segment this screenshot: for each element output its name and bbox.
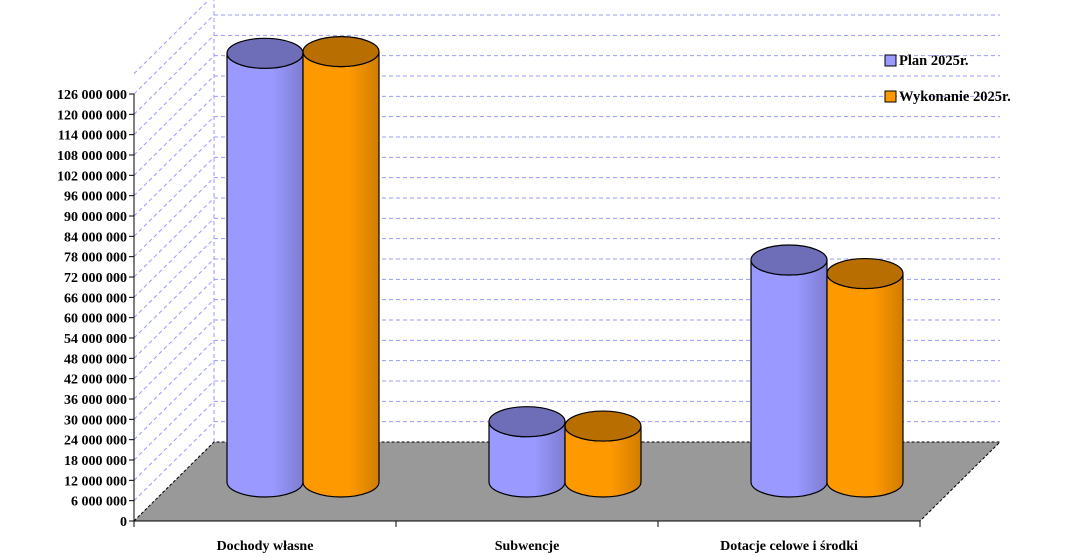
bar-top: [226, 37, 304, 69]
y-tick-label: 114 000 000: [58, 129, 127, 144]
legend-swatch: [884, 90, 897, 103]
gridline-side: [133, 55, 215, 136]
gridline-side: [133, 339, 215, 420]
y-tick-label: 6 000 000: [71, 495, 127, 510]
gridline-side: [133, 380, 215, 461]
bar: [750, 244, 828, 498]
gridline-side: [133, 319, 215, 400]
gridline-side: [133, 360, 215, 441]
bar-body: [826, 273, 904, 498]
bar-body: [302, 51, 380, 498]
gridline-side: [133, 34, 215, 115]
bar-top: [488, 406, 566, 438]
bar: [488, 406, 566, 498]
y-tick-label: 0: [120, 515, 127, 530]
gridline-side: [133, 14, 215, 95]
bar: [564, 410, 642, 498]
y-tick-label: 66 000 000: [64, 291, 127, 306]
y-tick-label: 18 000 000: [64, 454, 127, 469]
bar-body: [226, 53, 304, 498]
legend-entry: Plan 2025r.: [884, 53, 969, 69]
y-tick-label: 30 000 000: [64, 413, 127, 428]
bar: [826, 257, 904, 498]
category-axis: Dochody własne Subwencje Dotacje celowe i …: [133, 520, 921, 554]
y-tick-label: 36 000 000: [64, 393, 127, 408]
legend-swatch: [884, 54, 897, 67]
bar-top: [826, 257, 904, 290]
bar-top: [564, 410, 642, 442]
gridline-side: [133, 299, 215, 380]
gridline-side: [133, 197, 215, 278]
gridline-side: [133, 400, 215, 481]
gridline-side: [133, 156, 215, 237]
gridline-side: [133, 238, 215, 319]
plot-area: [226, 36, 904, 498]
y-tick-label: 78 000 000: [64, 251, 127, 266]
category-label: Dotacje celowe i środki: [720, 539, 858, 554]
gridline-side: [133, 258, 215, 339]
bar: [226, 37, 304, 498]
gridline-side: [133, 75, 215, 156]
legend-entry: Wykonanie 2025r.: [884, 89, 1011, 105]
gridline-side: [133, 95, 215, 176]
gridline-side: [133, 177, 215, 258]
gridline-side: [133, 278, 215, 359]
y-tick-label: 120 000 000: [57, 108, 127, 123]
gridline-side: [133, 217, 215, 298]
bar-top: [302, 36, 380, 68]
y-tick-label: 12 000 000: [64, 474, 127, 489]
y-tick-label: 72 000 000: [64, 271, 127, 286]
y-tick-label: 84 000 000: [64, 230, 127, 245]
bar-top: [750, 244, 828, 276]
value-axis: 0 6 000 000 12 000 000 18 000 000 24 000 000…: [57, 88, 135, 530]
gridline-side: [133, 421, 215, 502]
gridline-side: [133, 136, 215, 217]
category-label: Dochody własne: [217, 539, 314, 554]
y-tick-label: 48 000 000: [64, 352, 127, 367]
legend: Plan 2025r. Wykonanie 2025r.: [884, 53, 1011, 105]
y-tick-label: 126 000 000: [57, 88, 127, 103]
y-tick-label: 90 000 000: [64, 210, 127, 225]
gridline-side: [133, 116, 215, 197]
y-tick-label: 96 000 000: [64, 190, 127, 205]
bar-body: [750, 259, 828, 498]
bar: [302, 36, 380, 498]
legend-label: Wykonanie 2025r.: [899, 89, 1011, 105]
category-label: Subwencje: [495, 539, 560, 554]
gridline-side: [133, 0, 210, 75]
y-tick-label: 60 000 000: [64, 312, 127, 327]
y-tick-label: 108 000 000: [57, 149, 127, 164]
y-tick-label: 42 000 000: [64, 373, 127, 388]
y-tick-label: 102 000 000: [57, 169, 127, 184]
legend-label: Plan 2025r.: [899, 53, 969, 69]
y-tick-label: 24 000 000: [64, 434, 127, 449]
y-tick-label: 54 000 000: [64, 332, 127, 347]
